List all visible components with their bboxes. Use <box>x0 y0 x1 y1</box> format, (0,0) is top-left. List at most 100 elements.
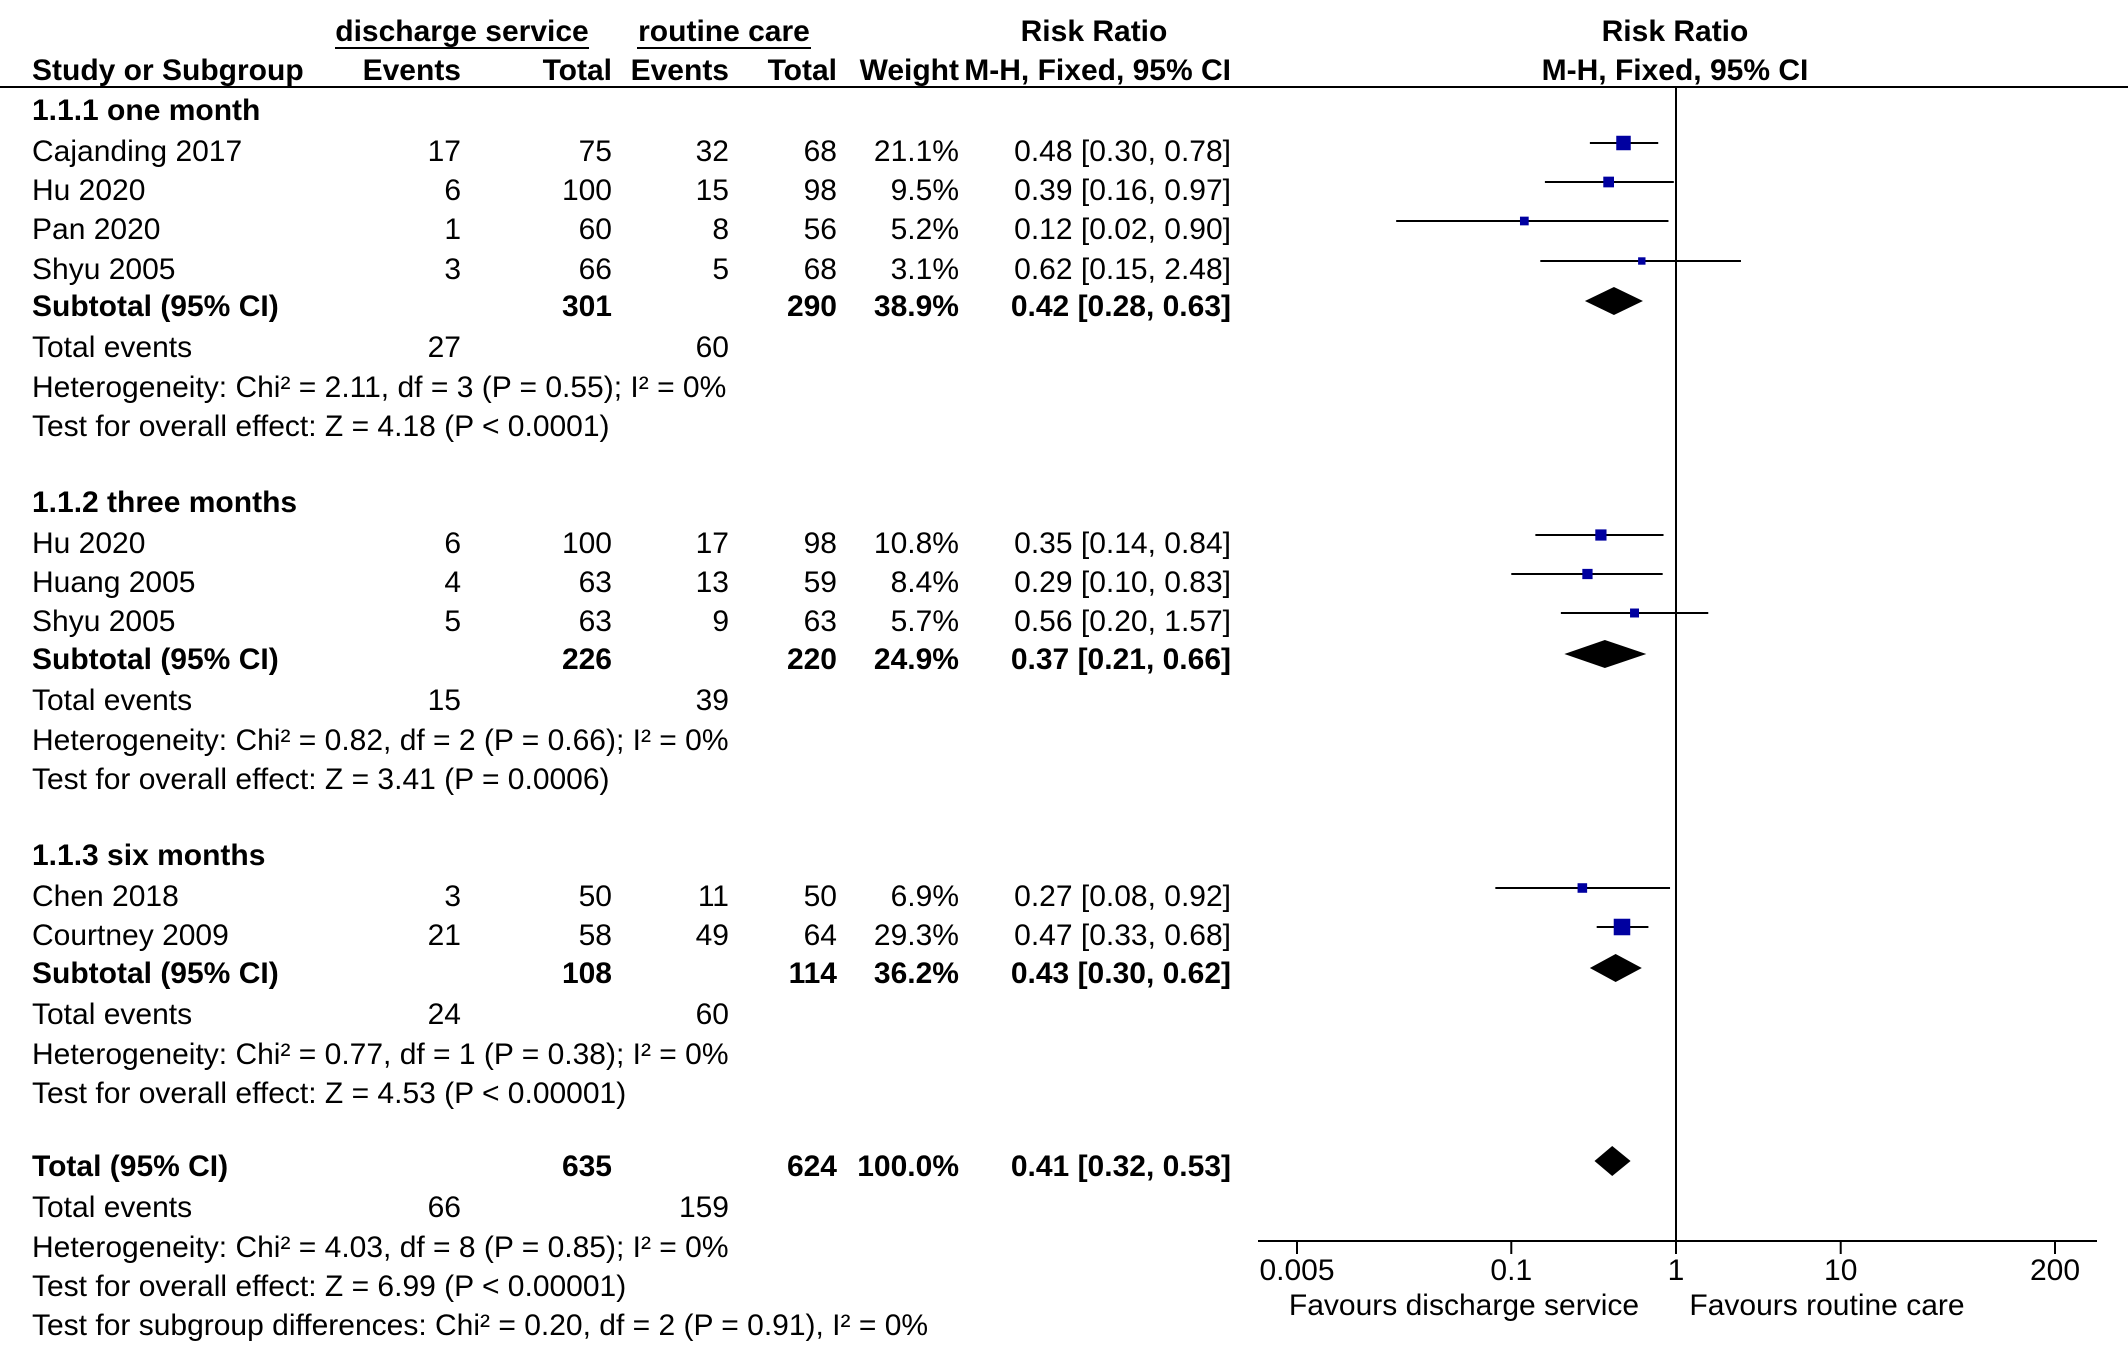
col-events2-header: Events <box>630 54 729 87</box>
study-name: Shyu 2005 <box>32 605 176 638</box>
total-events-label: Total events <box>32 998 193 1031</box>
study-events2: 9 <box>712 605 729 638</box>
study-ci: 0.27 [0.08, 0.92] <box>1014 880 1231 913</box>
subgroup-title: 1.1.3 six months <box>32 839 266 872</box>
col-events1-header: Events <box>362 54 461 87</box>
study-marker <box>1613 918 1631 936</box>
study-weight: 9.5% <box>890 174 959 207</box>
study-marker <box>1630 608 1640 618</box>
study-ci: 0.39 [0.16, 0.97] <box>1014 174 1231 207</box>
x-tick-label: 0.005 <box>1259 1254 1335 1287</box>
total-events2: 60 <box>695 998 729 1031</box>
overall-events2: 159 <box>678 1191 729 1224</box>
study-marker <box>1603 176 1614 188</box>
subgroup-title: 1.1.2 three months <box>32 486 298 519</box>
subtotal-ci: 0.43 [0.30, 0.62] <box>1010 957 1231 990</box>
favours-left-label: Favours discharge service <box>1288 1289 1640 1322</box>
subtotal-label: Subtotal (95% CI) <box>32 290 279 323</box>
study-weight: 21.1% <box>873 135 959 168</box>
study-total2: 98 <box>803 527 837 560</box>
study-events1: 6 <box>444 174 461 207</box>
study-marker <box>1519 216 1529 226</box>
study-name: Shyu 2005 <box>32 253 176 286</box>
overall-effect-text: Test for overall effect: Z = 4.53 (P < 0… <box>32 1077 627 1110</box>
study-name: Huang 2005 <box>32 566 196 599</box>
study-marker <box>1595 529 1607 541</box>
plot-method-header: M-H, Fixed, 95% CI <box>1541 54 1809 87</box>
study-ci: 0.56 [0.20, 1.57] <box>1014 605 1231 638</box>
study-total2: 98 <box>803 174 837 207</box>
x-tick-label: 1 <box>1667 1254 1685 1287</box>
study-total1: 60 <box>578 213 612 246</box>
study-ci: 0.62 [0.15, 2.48] <box>1014 253 1231 286</box>
x-tick-label: 0.1 <box>1490 1254 1533 1287</box>
col-total1-header: Total <box>542 54 612 87</box>
study-weight: 29.3% <box>873 919 959 952</box>
total-total2: 624 <box>786 1150 837 1183</box>
subtotal-diamond <box>1584 287 1643 315</box>
study-weight: 10.8% <box>873 527 959 560</box>
subtotal-total2: 220 <box>786 643 837 676</box>
total-events1: 27 <box>427 331 461 364</box>
total-events1: 15 <box>427 684 461 717</box>
subtotal-total1: 108 <box>561 957 612 990</box>
study-events1: 17 <box>427 135 461 168</box>
subtotal-total1: 226 <box>561 643 612 676</box>
total-label: Total (95% CI) <box>32 1150 229 1183</box>
subtotal-weight: 36.2% <box>873 957 959 990</box>
col-weight-header: Weight <box>859 54 959 87</box>
subtotal-ci: 0.37 [0.21, 0.66] <box>1010 643 1231 676</box>
study-weight: 5.2% <box>890 213 959 246</box>
study-total2: 59 <box>803 566 837 599</box>
study-weight: 8.4% <box>890 566 959 599</box>
study-weight: 3.1% <box>890 253 959 286</box>
subgroup-differences-text: Test for subgroup differences: Chi² = 0.… <box>32 1309 929 1342</box>
heterogeneity-text: Heterogeneity: Chi² = 0.82, df = 2 (P = … <box>32 724 729 757</box>
study-name: Hu 2020 <box>32 527 146 560</box>
group1-header: discharge service <box>335 15 589 48</box>
subtotal-label: Subtotal (95% CI) <box>32 957 279 990</box>
study-events1: 3 <box>444 253 461 286</box>
study-events2: 49 <box>695 919 729 952</box>
study-total1: 100 <box>561 527 612 560</box>
study-total1: 100 <box>561 174 612 207</box>
study-name: Hu 2020 <box>32 174 146 207</box>
study-total1: 50 <box>578 880 612 913</box>
study-name: Courtney 2009 <box>32 919 229 952</box>
col-total2-header: Total <box>767 54 837 87</box>
study-total1: 63 <box>578 566 612 599</box>
total-events1: 24 <box>427 998 461 1031</box>
study-marker <box>1577 883 1588 893</box>
study-events1: 21 <box>427 919 461 952</box>
heterogeneity-text: Heterogeneity: Chi² = 2.11, df = 3 (P = … <box>32 371 727 404</box>
study-weight: 6.9% <box>890 880 959 913</box>
x-tick-label: 200 <box>2029 1254 2081 1287</box>
study-events1: 1 <box>444 213 461 246</box>
study-marker <box>1638 257 1646 265</box>
study-weight: 5.7% <box>890 605 959 638</box>
study-name: Cajanding 2017 <box>32 135 243 168</box>
total-events2: 60 <box>695 331 729 364</box>
subtotal-weight: 24.9% <box>873 643 959 676</box>
study-ci: 0.35 [0.14, 0.84] <box>1014 527 1231 560</box>
group2-header: routine care <box>638 15 810 48</box>
study-marker <box>1616 135 1631 151</box>
x-tick-label: 10 <box>1824 1254 1858 1287</box>
col-method-header: M-H, Fixed, 95% CI <box>964 54 1231 87</box>
overall-effect-text: Test for overall effect: Z = 4.18 (P < 0… <box>32 410 610 443</box>
study-ci: 0.48 [0.30, 0.78] <box>1014 135 1231 168</box>
study-total1: 58 <box>578 919 612 952</box>
subtotal-total2: 290 <box>786 290 837 323</box>
subtotal-total2: 114 <box>788 957 837 990</box>
study-events2: 5 <box>712 253 729 286</box>
study-events1: 3 <box>444 880 461 913</box>
study-total1: 75 <box>578 135 612 168</box>
study-events2: 11 <box>697 880 729 913</box>
study-events2: 15 <box>695 174 729 207</box>
study-total2: 56 <box>803 213 837 246</box>
subtotal-diamond <box>1564 640 1647 668</box>
heterogeneity-text: Heterogeneity: Chi² = 0.77, df = 1 (P = … <box>32 1038 729 1071</box>
subtotal-label: Subtotal (95% CI) <box>32 643 279 676</box>
study-events1: 6 <box>444 527 461 560</box>
subtotal-total1: 301 <box>561 290 612 323</box>
